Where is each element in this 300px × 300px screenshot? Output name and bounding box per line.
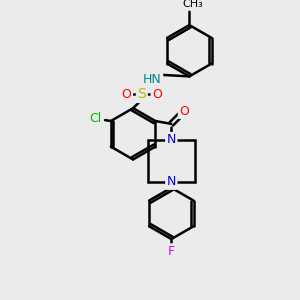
Text: O: O: [179, 105, 189, 118]
Text: O: O: [152, 88, 162, 101]
Text: CH₃: CH₃: [182, 0, 203, 9]
Text: S: S: [137, 88, 146, 101]
Text: O: O: [122, 88, 132, 101]
Text: HN: HN: [143, 73, 162, 85]
Text: N: N: [167, 176, 176, 188]
Text: N: N: [167, 134, 176, 146]
Text: F: F: [168, 245, 175, 258]
Text: Cl: Cl: [90, 112, 102, 125]
